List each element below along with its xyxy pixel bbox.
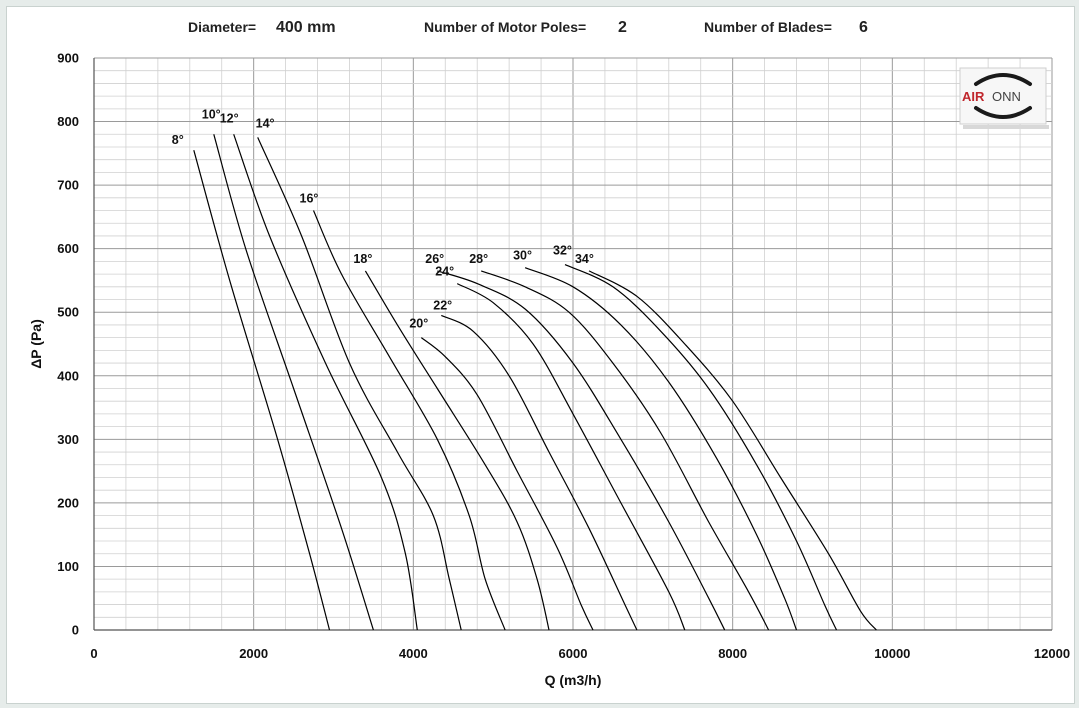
y-tick-label: 100 bbox=[57, 559, 79, 574]
y-tick-label: 400 bbox=[57, 368, 79, 383]
y-tick-label: 500 bbox=[57, 305, 79, 320]
series-label-8deg: 8° bbox=[172, 133, 184, 147]
x-axis-title: Q (m3/h) bbox=[545, 672, 602, 688]
diameter-value: 400 mm bbox=[276, 19, 336, 36]
series-line-14deg bbox=[257, 137, 462, 631]
series-line-24deg bbox=[456, 283, 686, 631]
series-line-12deg bbox=[233, 134, 418, 631]
series-label-10deg: 10° bbox=[202, 107, 221, 121]
x-tick-label: 12000 bbox=[1034, 646, 1070, 661]
series-line-20deg bbox=[420, 337, 594, 631]
series-line-26deg bbox=[437, 270, 726, 631]
y-tick-label: 0 bbox=[72, 623, 79, 638]
series-line-30deg bbox=[524, 267, 798, 631]
x-tick-label: 8000 bbox=[718, 646, 747, 661]
y-tick-label: 300 bbox=[57, 432, 79, 447]
series-label-34deg: 34° bbox=[575, 252, 594, 266]
x-tick-label: 2000 bbox=[239, 646, 268, 661]
blades-value: 6 bbox=[859, 19, 868, 36]
x-tick-label: 0 bbox=[90, 646, 97, 661]
series-curves bbox=[193, 134, 877, 631]
series-line-22deg bbox=[441, 314, 638, 631]
series-label-16deg: 16° bbox=[300, 192, 319, 206]
series-label-32deg: 32° bbox=[553, 244, 572, 258]
series-label-26deg: 26° bbox=[425, 252, 444, 266]
diameter-label: Diameter= bbox=[188, 19, 256, 35]
logo-text-air: AIR bbox=[962, 89, 985, 104]
y-tick-label: 900 bbox=[57, 51, 79, 66]
series-line-18deg bbox=[364, 270, 550, 631]
y-tick-label: 200 bbox=[57, 495, 79, 510]
series-label-24deg: 24° bbox=[435, 265, 454, 279]
motor-poles-value: 2 bbox=[618, 19, 627, 36]
y-tick-label: 600 bbox=[57, 241, 79, 256]
series-label-30deg: 30° bbox=[513, 249, 532, 263]
series-label-14deg: 14° bbox=[256, 116, 275, 130]
series-labels: 8° 10° 12° 14° 16° 18° 20° 22° 24°26° 28° 30° 32°34… bbox=[172, 107, 594, 330]
series-label-22deg: 22° bbox=[433, 298, 452, 312]
grid bbox=[93, 57, 1053, 631]
logo-text-onn: ONN bbox=[992, 89, 1021, 104]
series-label-18deg: 18° bbox=[353, 252, 372, 266]
y-tick-label: 700 bbox=[57, 178, 79, 193]
series-line-10deg bbox=[213, 134, 374, 631]
series-label-12deg: 12° bbox=[220, 111, 239, 125]
series-line-16deg bbox=[312, 210, 506, 631]
series-line-32deg bbox=[564, 264, 838, 631]
blades-label: Number of Blades= bbox=[704, 19, 832, 35]
series-line-34deg bbox=[588, 270, 877, 631]
x-tick-label: 10000 bbox=[874, 646, 910, 661]
axes: 0 2000 4000 6000 8000 10000 12000 0 100 200 300 400… bbox=[28, 51, 1070, 689]
x-tick-label: 4000 bbox=[399, 646, 428, 661]
y-axis-title: ΔP (Pa) bbox=[28, 319, 44, 369]
aironn-logo: AIR ONN bbox=[959, 67, 1049, 129]
series-label-28deg: 28° bbox=[469, 252, 488, 266]
series-line-28deg bbox=[480, 270, 770, 631]
series-line-8deg bbox=[193, 150, 331, 631]
motor-poles-label: Number of Motor Poles= bbox=[424, 19, 586, 35]
series-label-20deg: 20° bbox=[409, 317, 428, 331]
y-tick-label: 800 bbox=[57, 114, 79, 129]
x-tick-label: 6000 bbox=[559, 646, 588, 661]
